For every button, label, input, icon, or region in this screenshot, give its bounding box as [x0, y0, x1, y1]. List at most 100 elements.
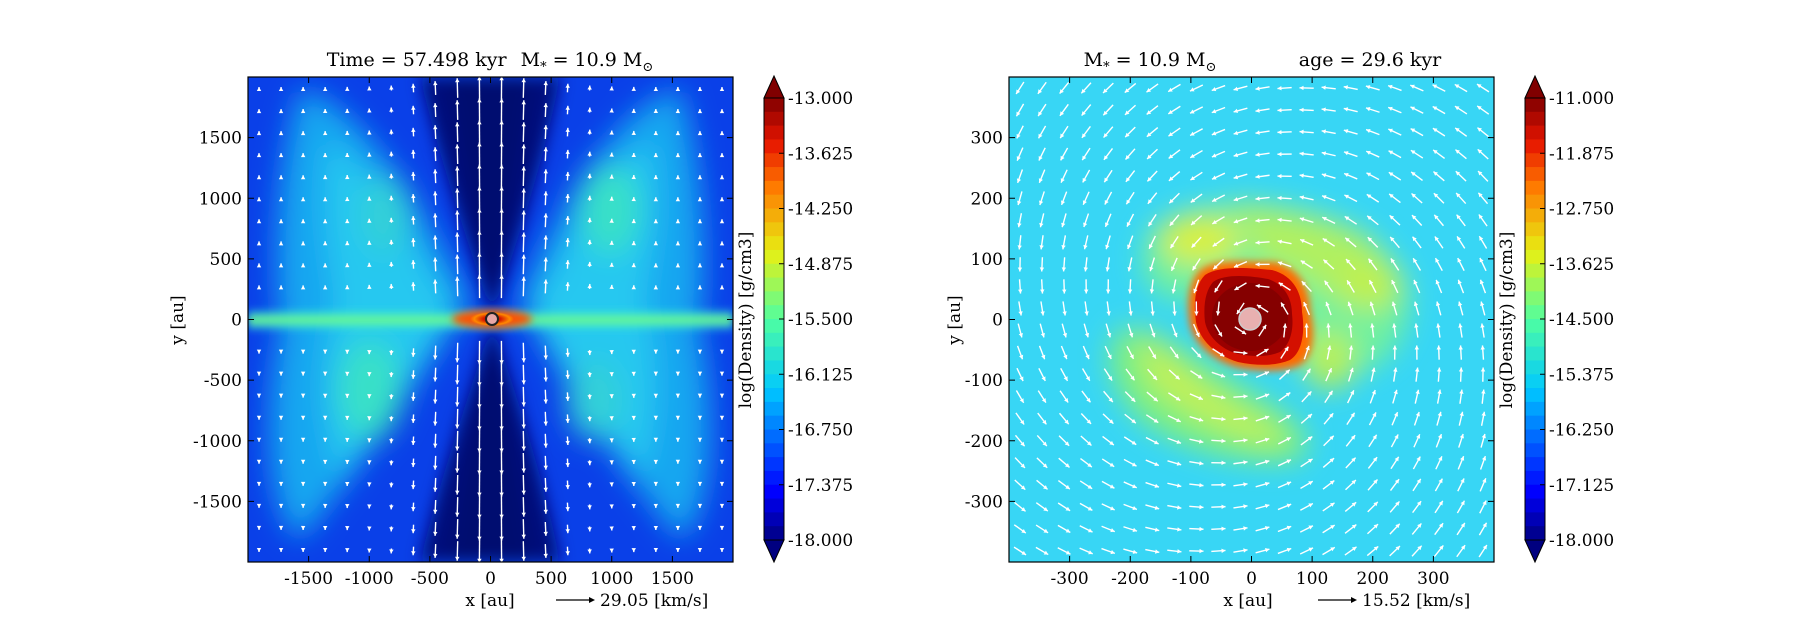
velocity-arrowhead — [1459, 433, 1464, 439]
velocity-arrowhead — [1107, 354, 1112, 360]
velocity-arrowhead — [521, 358, 526, 363]
velocity-arrowhead — [256, 525, 262, 530]
left-velocity-arrows — [256, 77, 725, 562]
colorbar-tick-label: -12.750 — [1549, 200, 1614, 220]
velocity-arrowhead — [1351, 502, 1357, 507]
velocity-arrowhead — [653, 481, 659, 486]
colorbar-band — [1525, 332, 1545, 348]
velocity-arrowhead — [1037, 89, 1043, 94]
velocity-arrowhead — [367, 240, 372, 245]
velocity-arrowhead — [1127, 289, 1133, 294]
velocity-arrowhead — [1366, 194, 1372, 199]
velocity-arrowhead — [1018, 289, 1023, 294]
velocity-arrowhead — [631, 526, 636, 531]
velocity-arrowhead — [1110, 528, 1115, 533]
velocity-arrowhead — [322, 371, 328, 376]
velocity-arrowhead — [1064, 441, 1070, 446]
right-panel: -300 -200 -100 0 100 200 300 -300 -200 -100 0 100 2… — [945, 49, 1614, 611]
y-tick-label: -1000 — [193, 432, 242, 452]
velocity-arrowhead — [631, 393, 636, 398]
velocity-arrowhead — [1130, 397, 1136, 402]
velocity-arrowhead — [455, 122, 460, 127]
velocity-arrowhead — [1372, 412, 1377, 417]
velocity-arrowhead — [1412, 236, 1417, 242]
velocity-arrowhead — [1103, 88, 1108, 93]
velocity-arrowhead — [653, 437, 659, 442]
velocity-arrowhead — [1411, 171, 1416, 177]
colorbar-band — [764, 360, 784, 375]
velocity-arrowhead — [455, 166, 460, 171]
velocity-arrowhead — [1366, 150, 1371, 155]
velocity-arrowhead — [256, 285, 262, 290]
velocity-arrowhead — [477, 382, 482, 387]
velocity-arrowhead — [1175, 396, 1181, 401]
velocity-arrowhead — [322, 437, 328, 442]
velocity-arrowhead — [278, 197, 284, 202]
velocity-arrowhead — [1087, 441, 1092, 446]
velocity-arrowhead — [1330, 547, 1335, 552]
velocity-arrowhead — [322, 459, 328, 464]
velocity-arrowhead — [1388, 150, 1394, 155]
velocity-arrowhead — [565, 484, 570, 490]
velocity-arrowhead — [256, 219, 262, 224]
velocity-arrowhead — [278, 481, 284, 486]
velocity-arrowhead — [697, 503, 703, 508]
velocity-arrowhead — [1039, 245, 1044, 250]
velocity-arrowhead — [521, 402, 526, 407]
velocity-arrowhead — [543, 103, 548, 108]
velocity-arrowhead — [1017, 222, 1022, 228]
velocity-arrowhead — [345, 437, 350, 442]
velocity-arrowhead — [1345, 237, 1350, 243]
velocity-arrowhead — [1435, 301, 1441, 307]
velocity-arrowhead — [1481, 411, 1486, 417]
velocity-arrowhead — [1410, 84, 1415, 89]
velocity-arrowhead — [1477, 149, 1483, 154]
velocity-arrowhead — [1285, 392, 1291, 397]
velocity-arrowhead — [389, 283, 394, 289]
velocity-arrowhead — [1322, 238, 1328, 243]
colorbar-band — [1525, 360, 1545, 375]
velocity-arrowhead — [1243, 416, 1248, 421]
velocity-arrowhead — [1131, 418, 1136, 424]
velocity-arrowhead — [1243, 372, 1248, 377]
velocity-arrowhead — [543, 399, 548, 404]
velocity-arrowhead — [1372, 457, 1378, 462]
velocity-arrowhead — [1286, 547, 1292, 552]
velocity-arrowhead — [719, 263, 725, 268]
velocity-arrowhead — [1016, 133, 1021, 139]
velocity-arrowhead — [1065, 528, 1071, 533]
velocity-arrowhead — [477, 360, 482, 365]
velocity-arrowhead — [1083, 244, 1088, 250]
colorbar-band — [764, 332, 784, 348]
velocity-arrowhead — [719, 87, 725, 92]
velocity-arrowhead — [587, 549, 592, 554]
velocity-arrowhead — [1082, 155, 1087, 161]
velocity-arrowhead — [1062, 289, 1067, 294]
velocity-arrowhead — [1329, 458, 1335, 463]
velocity-arrowhead — [1065, 506, 1071, 511]
velocity-arrowhead — [1277, 152, 1282, 157]
velocity-arrowhead — [477, 142, 482, 147]
velocity-arrowhead — [521, 232, 526, 237]
x-tick-label: -1500 — [284, 569, 333, 589]
velocity-arrowhead — [433, 443, 438, 448]
velocity-arrowhead — [1282, 323, 1288, 328]
velocity-arrowhead — [1040, 289, 1045, 294]
velocity-arrowhead — [1233, 108, 1239, 114]
velocity-arrowhead — [1016, 111, 1021, 117]
velocity-arrowhead — [1343, 107, 1349, 112]
velocity-arrowhead — [697, 393, 703, 398]
velocity-arrowhead — [1171, 289, 1176, 294]
velocity-arrowhead — [719, 109, 725, 114]
velocity-arrowhead — [631, 481, 636, 487]
velocity-arrowhead — [1324, 280, 1329, 286]
colorbar-band — [1525, 415, 1545, 430]
velocity-arrowhead — [1255, 130, 1260, 135]
velocity-arrowhead — [587, 107, 592, 112]
colorbar-tick-label: -16.750 — [788, 421, 853, 441]
velocity-arrowhead — [1299, 151, 1304, 157]
velocity-arrowhead — [719, 437, 725, 442]
velocity-arrowhead — [322, 548, 328, 553]
colorbar-band — [764, 208, 784, 223]
velocity-arrowhead — [1218, 331, 1222, 337]
